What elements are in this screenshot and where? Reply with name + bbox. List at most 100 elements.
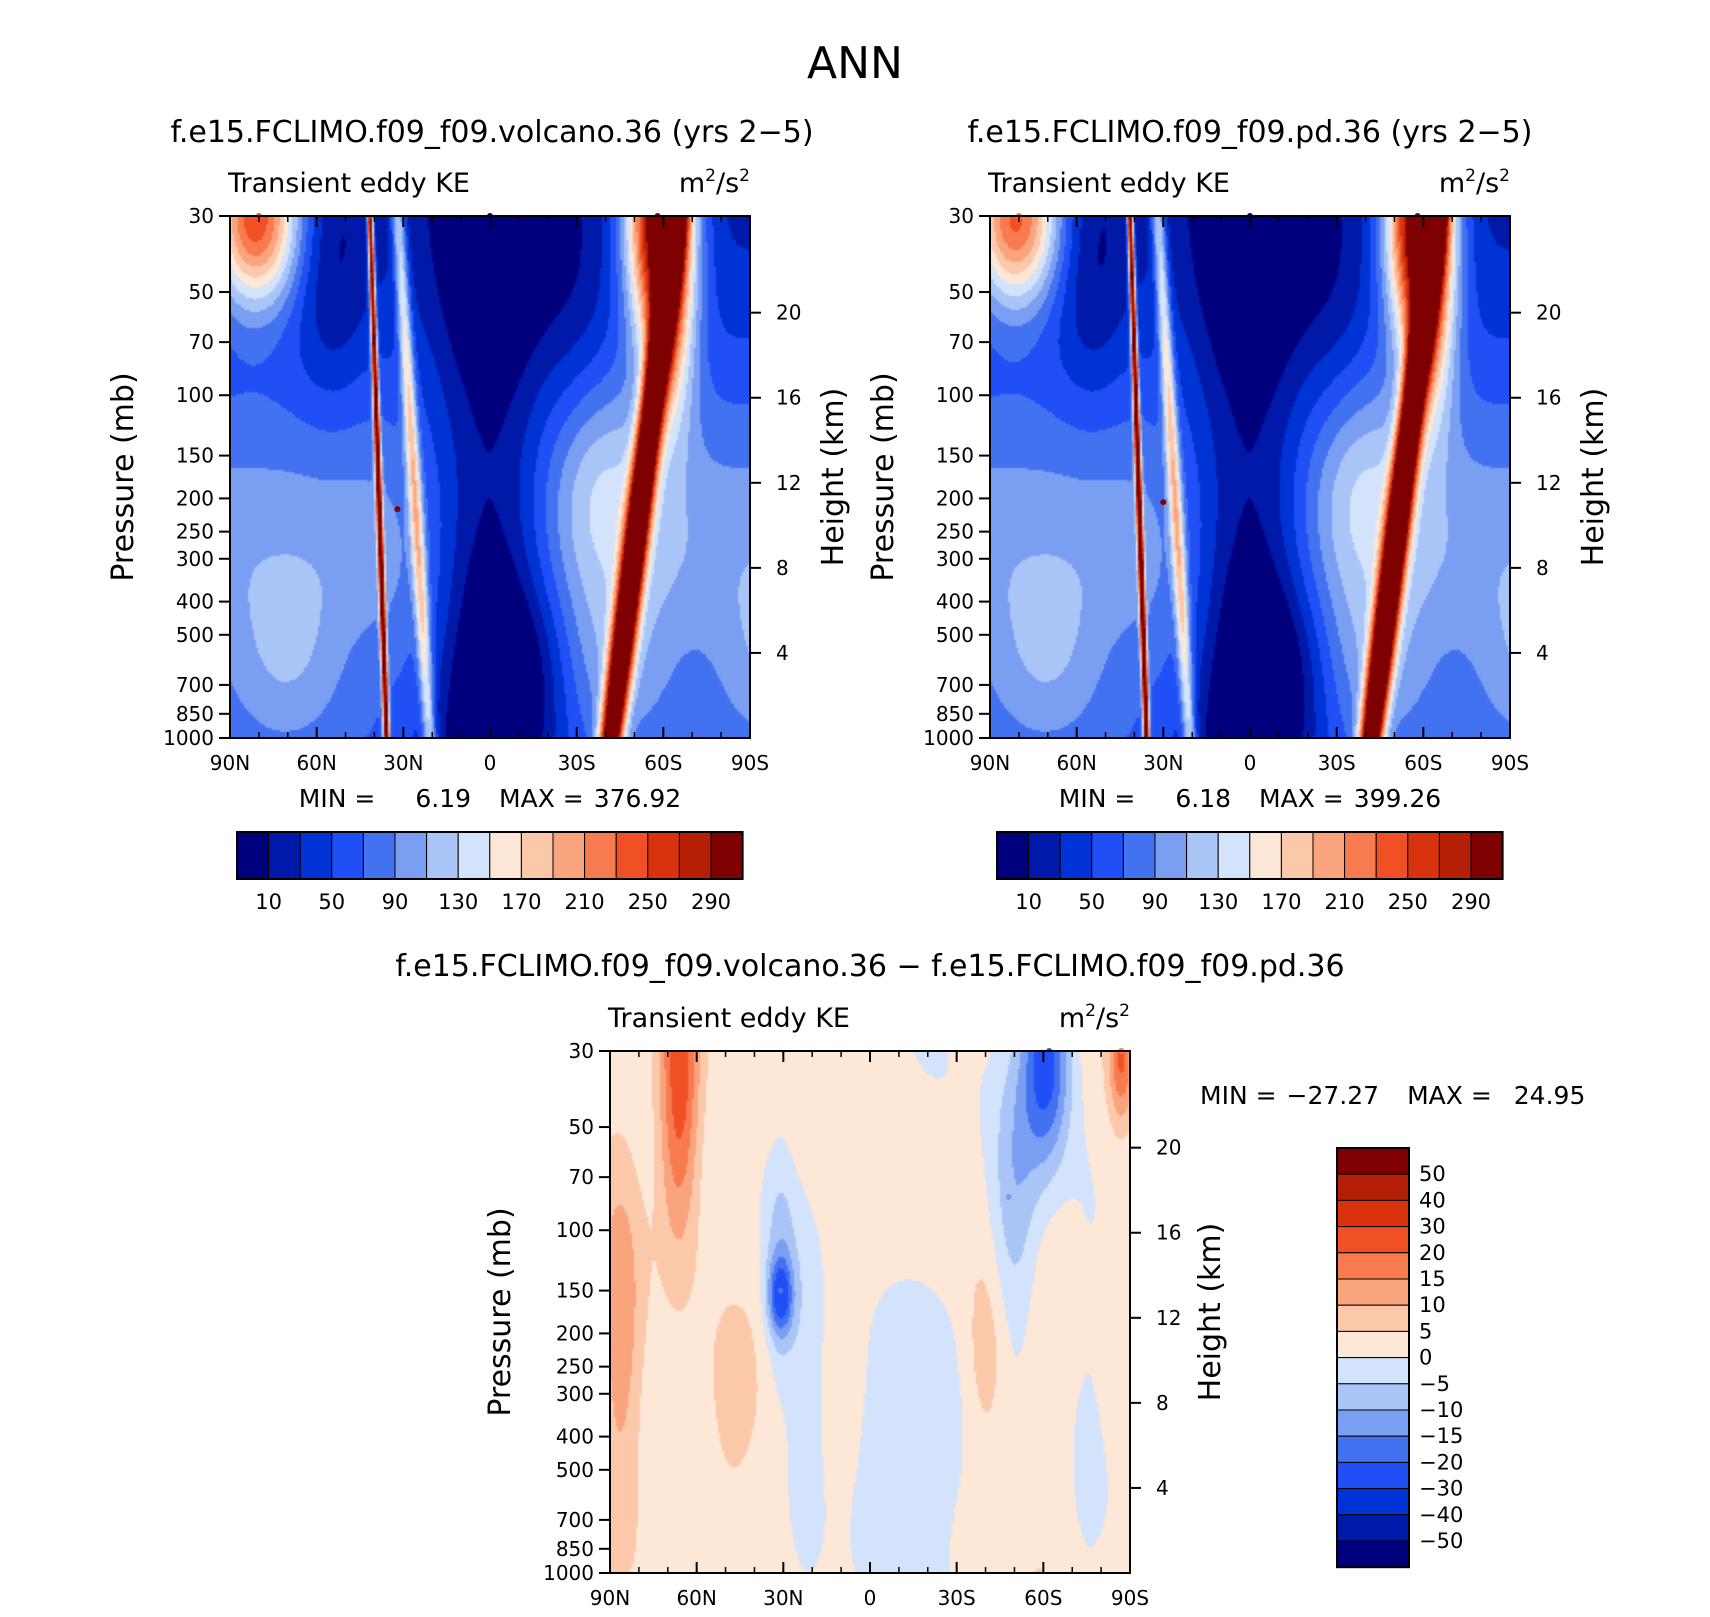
colorbar-label: 210 (1325, 890, 1365, 914)
contour-field (990, 216, 1510, 738)
colorbar-swatch (1336, 1514, 1410, 1542)
y-tick-label: 1000 (163, 726, 214, 750)
x-tick-label: 60N (296, 751, 336, 775)
x-tick-label: 0 (1244, 751, 1257, 775)
colorbar-swatch (1186, 831, 1219, 880)
colorbar-swatch (1407, 831, 1440, 880)
x-tick-label: 90N (970, 751, 1010, 775)
colorbar-label: −20 (1419, 1450, 1463, 1474)
panel-volcano: f.e15.FCLIMO.f09_f09.volcano.36 (yrs 2−5… (106, 115, 851, 914)
colorbar-label: −10 (1419, 1398, 1463, 1422)
height-tick-label: 20 (1536, 301, 1561, 325)
height-tick-label: 12 (776, 471, 801, 495)
colorbar-swatch (1280, 831, 1314, 880)
colorbar-swatch (1122, 831, 1156, 880)
colorbar-label: 250 (628, 890, 668, 914)
colorbar-label: −5 (1419, 1372, 1450, 1396)
colorbar-frame (996, 831, 1504, 880)
panel-difference: f.e15.FCLIMO.f09_f09.volcano.36 − f.e15.… (395, 949, 1585, 1610)
x-tick-label: 30N (763, 1586, 803, 1610)
y-tick-label: 400 (176, 590, 214, 614)
colorbar-swatch (331, 831, 364, 880)
local-max-mark (394, 506, 401, 513)
colorbar-label: −15 (1419, 1424, 1463, 1448)
axis-ticks: 90N 60N 30N 0 30S 60S 90S 30 50 70 100 150 200 250 300… (923, 204, 1561, 775)
y-tick-label: 400 (556, 1425, 594, 1449)
panel-title: f.e15.FCLIMO.f09_f09.pd.36 (yrs 2−5) (968, 115, 1533, 150)
colorbar-swatch (552, 831, 586, 880)
colorbar: 10 50 90 130 170 210 250 290 (996, 831, 1504, 914)
y-tick-label: 50 (569, 1115, 594, 1139)
y-label-left: Pressure (mb) (866, 372, 901, 581)
x-tick-label: 30S (558, 751, 596, 775)
x-tick-label: 90S (1491, 751, 1529, 775)
y-tick-label: 1000 (543, 1561, 594, 1585)
colorbar-swatch (1059, 831, 1093, 880)
height-tick-label: 8 (1156, 1391, 1169, 1415)
local-min-mark (1005, 1194, 1012, 1201)
y-tick-label: 250 (936, 520, 974, 544)
colorbar-swatch (996, 831, 1030, 880)
colorbar-label: 10 (1419, 1293, 1446, 1317)
local-min-mark (487, 710, 493, 717)
y-tick-label: 500 (176, 623, 214, 647)
local-max-mark (637, 550, 644, 557)
colorbar-swatch (1375, 831, 1409, 880)
x-tick-label: 30N (383, 751, 423, 775)
y-tick-label: 700 (556, 1508, 594, 1532)
chart-marks (612, 1048, 1125, 1358)
x-tick-label: 90S (1111, 1586, 1149, 1610)
height-tick-label: 8 (1536, 556, 1549, 580)
contour-field (610, 1051, 1130, 1573)
height-tick-label: 4 (1536, 641, 1549, 665)
y-tick-label: 200 (936, 486, 974, 510)
colorbar-swatch (1336, 1304, 1410, 1332)
x-tick-label: 60S (644, 751, 682, 775)
y-tick-label: 500 (936, 623, 974, 647)
units-label: m2/s2 (1439, 166, 1510, 199)
y-tick-label: 30 (949, 204, 974, 228)
y-tick-label: 700 (176, 673, 214, 697)
x-tick-label: 60N (676, 1586, 716, 1610)
panel-pd: f.e15.FCLIMO.f09_f09.pd.36 (yrs 2−5) Tra… (866, 115, 1611, 914)
colorbar-swatch (1336, 1435, 1410, 1463)
local-max-mark (612, 1351, 619, 1358)
colorbar-swatch (489, 831, 522, 880)
colorbar-swatch (1154, 831, 1188, 880)
x-tick-label: 90N (590, 1586, 630, 1610)
colorbar-swatch (1217, 831, 1251, 880)
colorbar-swatch (1312, 831, 1346, 880)
contour-field (230, 216, 750, 738)
left-label: Transient eddy KE (987, 168, 1230, 199)
units-label: m2/s2 (679, 166, 750, 199)
min-max-label: MIN = −27.27 MAX = 24.95 (1200, 1081, 1585, 1110)
y-tick-label: 100 (936, 383, 974, 407)
y-tick-label: 70 (569, 1165, 594, 1189)
colorbar-label: −30 (1419, 1477, 1463, 1501)
colorbar-swatch (678, 831, 712, 880)
colorbar-label: 210 (565, 890, 605, 914)
local-max-mark (982, 1351, 989, 1358)
y-label-right: Height (km) (1576, 388, 1611, 567)
colorbar-label: −50 (1419, 1529, 1463, 1553)
y-tick-label: 100 (556, 1218, 594, 1242)
colorbar: 10 50 90 130 170 210 250 290 (236, 831, 744, 914)
colorbar-swatch (710, 831, 744, 880)
y-tick-label: 700 (936, 673, 974, 697)
y-tick-label: 150 (556, 1279, 594, 1303)
colorbar-swatch (1091, 831, 1124, 880)
colorbar-swatch (520, 831, 554, 880)
x-tick-label: 60N (1056, 751, 1096, 775)
local-min-mark (1247, 710, 1253, 717)
colorbar-swatch (1336, 1252, 1410, 1280)
colorbar-swatch (299, 831, 333, 880)
colorbar-swatch (1028, 831, 1061, 880)
colorbar-label: 90 (1142, 890, 1169, 914)
y-tick-label: 150 (936, 444, 974, 468)
colorbar-swatch (1336, 1540, 1410, 1568)
x-tick-label: 90S (731, 751, 769, 775)
min-max-label: MIN = 6.18 MAX = 399.26 (1059, 784, 1441, 813)
local-max-mark (673, 1070, 680, 1077)
height-tick-label: 12 (1536, 471, 1561, 495)
